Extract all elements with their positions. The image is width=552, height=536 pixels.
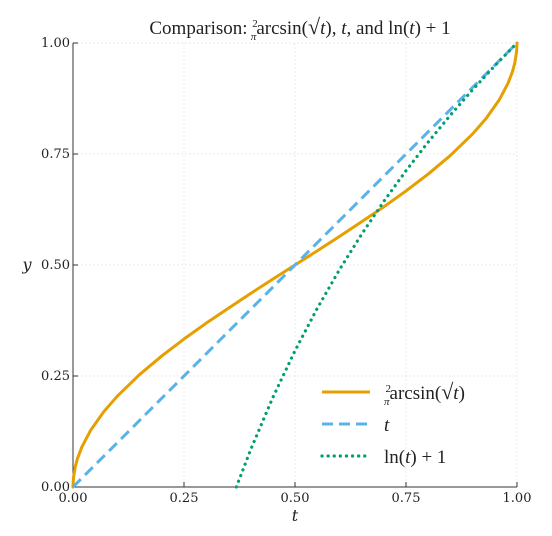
title-arcsin: arcsin( [256,18,308,39]
legend-arcsin-close: ) [459,383,465,404]
x-axis-label: t [292,506,299,525]
title-ln-close: ) + 1 [415,18,451,39]
legend-fraction-numerator: 2 [386,383,392,395]
series-ln-line [234,41,519,489]
chart-title: Comparison: 2 πarcsin(√t), t, and ln(t) +… [149,14,450,43]
legend-radicand: t [453,383,459,404]
y-axis-label: y [21,255,32,274]
legend-ln: ln( [384,447,405,468]
y-tick-label: 0.75 [41,147,70,162]
legend-ln-arg: t [405,447,411,468]
title-ln-arg: t [409,18,415,39]
title-prefix: Comparison: [149,18,252,39]
title-fraction-denominator: π [251,31,257,43]
y-tick-label: 0.25 [41,369,70,384]
legend-label-ln: ln(t) + 1 [384,447,446,468]
legend-arcsin: arcsin( [390,383,442,404]
x-tick-label: 0.00 [59,491,88,506]
y-tick-label: 0.00 [41,480,70,495]
title-fraction-numerator: 2 [252,18,258,30]
y-tick-label: 0.50 [41,258,70,273]
x-tick-label: 1.00 [503,491,532,506]
ticks: 0.00 0.25 0.50 0.75 1.00 0.00 0.25 0.50 0.75 1.00 [41,36,531,506]
legend-ln-close: ) + 1 [410,447,446,468]
y-tick-label: 1.00 [41,36,70,51]
title-radical-icon: √ [308,14,321,39]
legend-fraction-denominator: π [384,396,390,408]
legend-radical-icon: √ [441,379,454,404]
title-arcsin-close: ), [325,18,341,39]
x-tick-label: 0.75 [392,491,421,506]
legend-label-t: t [384,415,390,436]
legend-label-arcsin: 2 πarcsin(√t) [384,379,465,408]
title-ln: ln( [388,18,409,39]
series-t-line [71,41,519,489]
title-radicand: t [320,18,326,39]
legend: 2 πarcsin(√t) t ln(t) + 1 [320,379,465,468]
series-layer [71,41,519,489]
x-tick-label: 0.25 [170,491,199,506]
title-sep: , and [346,18,388,39]
x-tick-label: 0.50 [281,491,310,506]
title-t: t [341,18,347,39]
